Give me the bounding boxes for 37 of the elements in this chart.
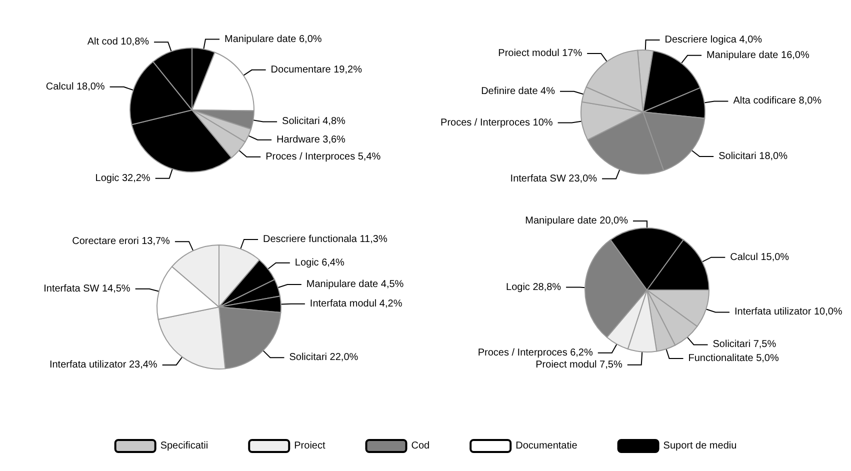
slice-label: Logic 28,8% <box>506 282 562 293</box>
slice-label: Proces / Interproces 6,2% <box>478 347 593 358</box>
slice-label: Solicitari 4,8% <box>282 116 346 128</box>
slice-label: Functionalitate 5,0% <box>688 352 779 364</box>
category-label: Cod <box>411 440 430 452</box>
slice-label: Logic 6,4% <box>294 257 344 268</box>
slice-label: Manipulare date 6,0% <box>224 34 322 45</box>
slice-label: Calcul 15,0% <box>730 252 790 263</box>
slice-label: Proiect modul 7,5% <box>536 359 622 370</box>
slice-label: Documentare 19,2% <box>270 64 362 76</box>
category-label: Specificatii <box>160 440 208 452</box>
slice-label: Interfata modul 4,2% <box>310 298 402 310</box>
slice-label: Calcul 18,0% <box>46 81 105 92</box>
slice-label: Alta codificare 8,0% <box>733 96 822 107</box>
slice-label: Descriere logica 4,0% <box>664 34 762 46</box>
slice-label: Logic 32,2% <box>95 172 150 184</box>
slice-label: Manipulare date 16,0% <box>706 50 810 61</box>
slice-label: Solicitari 22,0% <box>289 352 358 364</box>
category-label: Suport de mediu <box>663 440 737 452</box>
category-label: Proiect <box>294 440 326 452</box>
category-label: Documentatie <box>516 440 578 452</box>
slice-label: Proces / Interproces 5,4% <box>266 151 381 162</box>
slice-label: Interfata SW 23,0% <box>510 173 598 184</box>
slice-label: Corectare erori 13,7% <box>72 236 170 248</box>
slice-label: Solicitari 7,5% <box>712 339 776 350</box>
slice-label: Descriere functionala 11,3% <box>263 234 388 245</box>
slice-label: Alt cod 10,8% <box>87 36 150 48</box>
slice-label: Hardware 3,6% <box>276 134 346 146</box>
slice-label: Interfata SW 14,5% <box>44 283 130 294</box>
slice-label: Manipulare date 4,5% <box>306 279 404 290</box>
slice-label: Proces / Interproces 10% <box>440 117 553 128</box>
slice-label: Proiect modul 17% <box>498 48 582 59</box>
slice-label: Interfata utilizator 23,4% <box>49 359 158 370</box>
slice-label: Solicitari 18,0% <box>718 151 788 162</box>
slice-label: Definire date 4% <box>481 86 556 97</box>
slice-label: Manipulare date 20,0% <box>525 216 628 226</box>
slice-label: Interfata utilizator 10,0% <box>734 306 842 318</box>
